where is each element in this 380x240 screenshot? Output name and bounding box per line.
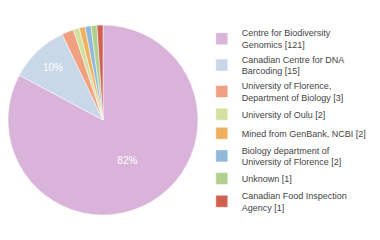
svg-text:Mined from GenBank, NCBI [2]: Mined from GenBank, NCBI [2] bbox=[242, 129, 366, 139]
svg-text:10%: 10% bbox=[43, 62, 63, 73]
svg-text:Unknown [1]: Unknown [1] bbox=[242, 174, 292, 184]
svg-text:Biology department ofUniversit: Biology department ofUniversity of Flore… bbox=[242, 146, 342, 168]
svg-text:Centre for BiodiversityGenomic: Centre for BiodiversityGenomics [121] bbox=[242, 28, 331, 50]
svg-text:University of Florence,Departm: University of Florence,Department of Bio… bbox=[242, 81, 344, 103]
svg-text:University of Oulu [2]: University of Oulu [2] bbox=[242, 110, 326, 120]
svg-text:Canadian Centre for DNABarcodi: Canadian Centre for DNABarcoding [15] bbox=[242, 55, 345, 77]
svg-text:Canadian Food InspectionAgency: Canadian Food InspectionAgency [1] bbox=[242, 191, 347, 213]
svg-text:82%: 82% bbox=[117, 155, 137, 166]
